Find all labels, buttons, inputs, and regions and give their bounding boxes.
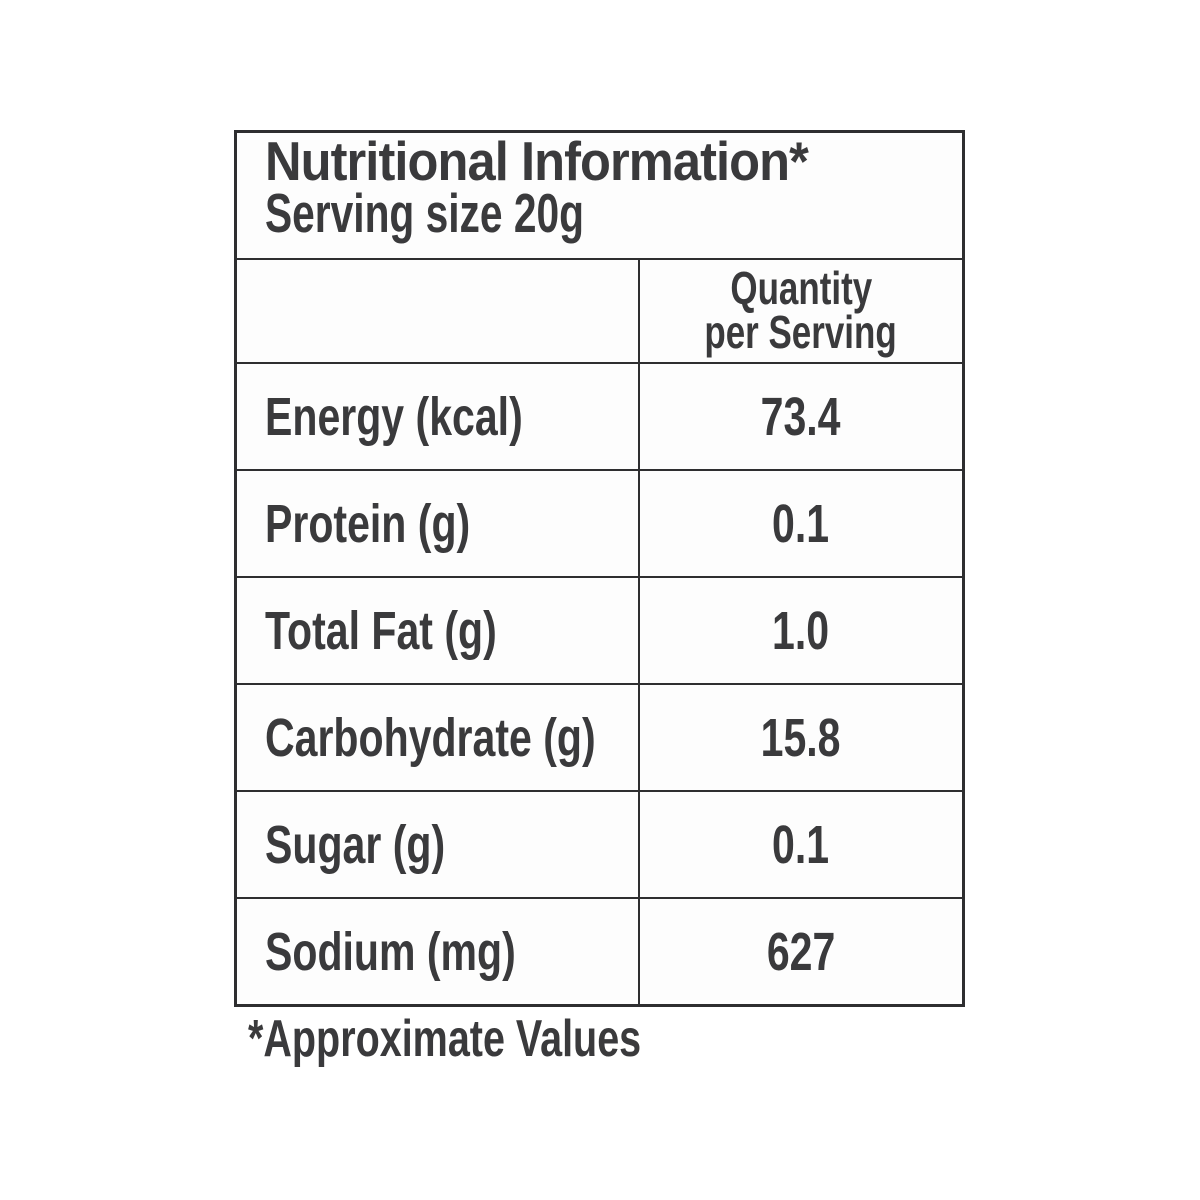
table-row: 1.0: [638, 576, 962, 683]
row-label-protein: Protein (g): [265, 493, 471, 554]
row-value-sodium: 627: [766, 921, 836, 982]
table-title-cell: Nutritional Information* Serving size 20…: [237, 133, 962, 258]
row-label-carbohydrate: Carbohydrate (g): [265, 707, 596, 768]
table-row: Total Fat (g): [237, 576, 638, 683]
row-value-energy: 73.4: [761, 386, 841, 447]
table-row: 627: [638, 897, 962, 1004]
serving-size: Serving size 20g: [265, 182, 584, 245]
row-value-sugar: 0.1: [772, 814, 830, 875]
table-title: Nutritional Information*: [265, 133, 809, 192]
quantity-header-line1: Quantity: [730, 262, 872, 315]
empty-header-cell: [237, 258, 638, 362]
row-label-sugar: Sugar (g): [265, 814, 446, 875]
quantity-header-line2: per Serving: [704, 306, 898, 358]
table-row: 15.8: [638, 683, 962, 790]
row-value-total-fat: 1.0: [772, 600, 830, 661]
approximate-values-footnote: *Approximate Values: [248, 1010, 642, 1068]
quantity-header-cell: Quantity per Serving: [638, 258, 962, 362]
row-value-protein: 0.1: [772, 493, 830, 554]
table-row: Energy (kcal): [237, 362, 638, 469]
table-row: 0.1: [638, 790, 962, 897]
table-row: Carbohydrate (g): [237, 683, 638, 790]
table-row: Sugar (g): [237, 790, 638, 897]
table-row: Protein (g): [237, 469, 638, 576]
row-value-carbohydrate: 15.8: [761, 707, 841, 768]
row-label-sodium: Sodium (mg): [265, 921, 516, 982]
table-row: 0.1: [638, 469, 962, 576]
table-row: 73.4: [638, 362, 962, 469]
nutrition-table: Nutritional Information* Serving size 20…: [234, 130, 965, 1007]
table-row: Sodium (mg): [237, 897, 638, 1004]
row-label-total-fat: Total Fat (g): [265, 600, 497, 661]
row-label-energy: Energy (kcal): [265, 386, 523, 447]
